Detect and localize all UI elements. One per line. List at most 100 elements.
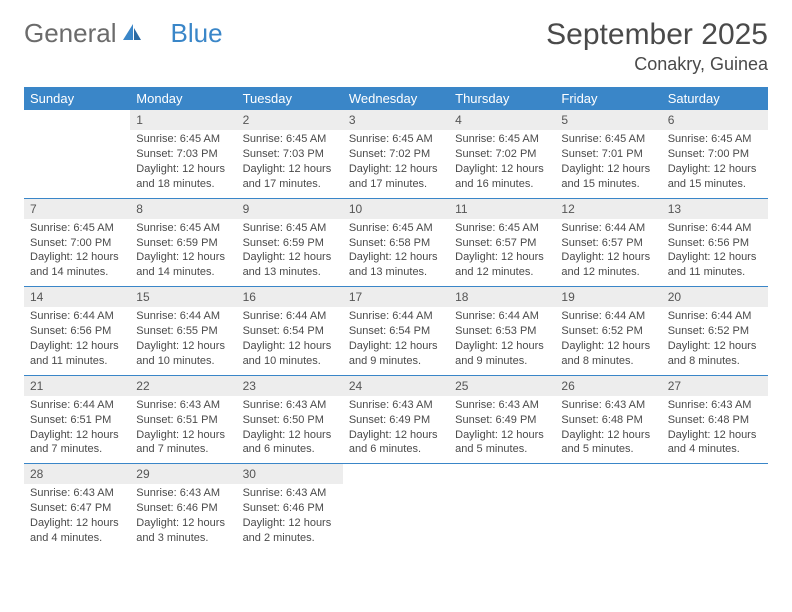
day-body: Sunrise: 6:44 AMSunset: 6:53 PMDaylight:…: [449, 307, 555, 374]
sunrise-text: Sunrise: 6:45 AM: [243, 221, 337, 236]
day-cell: 17Sunrise: 6:44 AMSunset: 6:54 PMDayligh…: [343, 287, 449, 375]
daylight-text: Daylight: 12 hours and 6 minutes.: [243, 428, 337, 458]
day-body: Sunrise: 6:43 AMSunset: 6:49 PMDaylight:…: [343, 396, 449, 463]
day-cell: [343, 464, 449, 552]
month-title: September 2025: [546, 18, 768, 52]
daylight-text: Daylight: 12 hours and 7 minutes.: [30, 428, 124, 458]
daylight-text: Daylight: 12 hours and 18 minutes.: [136, 162, 230, 192]
day-body: Sunrise: 6:45 AMSunset: 6:59 PMDaylight:…: [237, 219, 343, 286]
day-cell: 12Sunrise: 6:44 AMSunset: 6:57 PMDayligh…: [555, 199, 661, 287]
sunset-text: Sunset: 6:52 PM: [668, 324, 762, 339]
sunset-text: Sunset: 6:50 PM: [243, 413, 337, 428]
sunrise-text: Sunrise: 6:43 AM: [136, 486, 230, 501]
logo-text-1: General: [24, 18, 117, 49]
daylight-text: Daylight: 12 hours and 9 minutes.: [455, 339, 549, 369]
logo: General Blue: [24, 18, 223, 49]
sunset-text: Sunset: 7:00 PM: [30, 236, 124, 251]
day-body: Sunrise: 6:45 AMSunset: 7:03 PMDaylight:…: [130, 130, 236, 197]
day-body: Sunrise: 6:44 AMSunset: 6:51 PMDaylight:…: [24, 396, 130, 463]
weeks: 1Sunrise: 6:45 AMSunset: 7:03 PMDaylight…: [24, 110, 768, 552]
day-cell: 9Sunrise: 6:45 AMSunset: 6:59 PMDaylight…: [237, 199, 343, 287]
sunset-text: Sunset: 6:52 PM: [561, 324, 655, 339]
day-cell: 30Sunrise: 6:43 AMSunset: 6:46 PMDayligh…: [237, 464, 343, 552]
daylight-text: Daylight: 12 hours and 15 minutes.: [668, 162, 762, 192]
day-cell: 8Sunrise: 6:45 AMSunset: 6:59 PMDaylight…: [130, 199, 236, 287]
sunrise-text: Sunrise: 6:44 AM: [243, 309, 337, 324]
sunset-text: Sunset: 6:57 PM: [561, 236, 655, 251]
day-body: Sunrise: 6:45 AMSunset: 7:02 PMDaylight:…: [449, 130, 555, 197]
day-cell: 13Sunrise: 6:44 AMSunset: 6:56 PMDayligh…: [662, 199, 768, 287]
day-number: [662, 464, 768, 468]
day-cell: 6Sunrise: 6:45 AMSunset: 7:00 PMDaylight…: [662, 110, 768, 198]
daylight-text: Daylight: 12 hours and 13 minutes.: [349, 250, 443, 280]
sunset-text: Sunset: 6:58 PM: [349, 236, 443, 251]
day-number: 1: [130, 110, 236, 130]
daylight-text: Daylight: 12 hours and 16 minutes.: [455, 162, 549, 192]
daylight-text: Daylight: 12 hours and 8 minutes.: [668, 339, 762, 369]
daylight-text: Daylight: 12 hours and 14 minutes.: [30, 250, 124, 280]
day-cell: [555, 464, 661, 552]
daylight-text: Daylight: 12 hours and 11 minutes.: [668, 250, 762, 280]
day-body: Sunrise: 6:45 AMSunset: 6:57 PMDaylight:…: [449, 219, 555, 286]
weekday-row: SundayMondayTuesdayWednesdayThursdayFrid…: [24, 87, 768, 110]
sunset-text: Sunset: 6:51 PM: [30, 413, 124, 428]
day-cell: 26Sunrise: 6:43 AMSunset: 6:48 PMDayligh…: [555, 376, 661, 464]
sunrise-text: Sunrise: 6:43 AM: [455, 398, 549, 413]
daylight-text: Daylight: 12 hours and 10 minutes.: [136, 339, 230, 369]
sunrise-text: Sunrise: 6:43 AM: [30, 486, 124, 501]
day-cell: 11Sunrise: 6:45 AMSunset: 6:57 PMDayligh…: [449, 199, 555, 287]
header: General Blue September 2025 Conakry, Gui…: [24, 18, 768, 75]
day-number: 22: [130, 376, 236, 396]
sunset-text: Sunset: 6:46 PM: [136, 501, 230, 516]
day-cell: 7Sunrise: 6:45 AMSunset: 7:00 PMDaylight…: [24, 199, 130, 287]
day-body: Sunrise: 6:43 AMSunset: 6:47 PMDaylight:…: [24, 484, 130, 551]
day-number: 24: [343, 376, 449, 396]
day-body: Sunrise: 6:44 AMSunset: 6:56 PMDaylight:…: [662, 219, 768, 286]
daylight-text: Daylight: 12 hours and 4 minutes.: [30, 516, 124, 546]
sunset-text: Sunset: 6:56 PM: [30, 324, 124, 339]
sunset-text: Sunset: 6:46 PM: [243, 501, 337, 516]
day-body: Sunrise: 6:43 AMSunset: 6:48 PMDaylight:…: [555, 396, 661, 463]
day-cell: 18Sunrise: 6:44 AMSunset: 6:53 PMDayligh…: [449, 287, 555, 375]
daylight-text: Daylight: 12 hours and 12 minutes.: [455, 250, 549, 280]
daylight-text: Daylight: 12 hours and 13 minutes.: [243, 250, 337, 280]
day-number: 10: [343, 199, 449, 219]
sunrise-text: Sunrise: 6:44 AM: [349, 309, 443, 324]
daylight-text: Daylight: 12 hours and 6 minutes.: [349, 428, 443, 458]
sunrise-text: Sunrise: 6:43 AM: [136, 398, 230, 413]
day-body: Sunrise: 6:43 AMSunset: 6:51 PMDaylight:…: [130, 396, 236, 463]
daylight-text: Daylight: 12 hours and 8 minutes.: [561, 339, 655, 369]
day-number: 17: [343, 287, 449, 307]
weekday-tuesday: Tuesday: [237, 87, 343, 110]
sunset-text: Sunset: 6:55 PM: [136, 324, 230, 339]
sunset-text: Sunset: 6:53 PM: [455, 324, 549, 339]
day-body: Sunrise: 6:45 AMSunset: 6:58 PMDaylight:…: [343, 219, 449, 286]
sunset-text: Sunset: 7:00 PM: [668, 147, 762, 162]
day-number: 21: [24, 376, 130, 396]
sunset-text: Sunset: 6:47 PM: [30, 501, 124, 516]
day-body: Sunrise: 6:44 AMSunset: 6:52 PMDaylight:…: [662, 307, 768, 374]
sunset-text: Sunset: 7:02 PM: [349, 147, 443, 162]
day-body: Sunrise: 6:44 AMSunset: 6:52 PMDaylight:…: [555, 307, 661, 374]
day-cell: 28Sunrise: 6:43 AMSunset: 6:47 PMDayligh…: [24, 464, 130, 552]
sunrise-text: Sunrise: 6:44 AM: [30, 309, 124, 324]
calendar: SundayMondayTuesdayWednesdayThursdayFrid…: [24, 87, 768, 552]
sunrise-text: Sunrise: 6:44 AM: [668, 221, 762, 236]
day-number: 30: [237, 464, 343, 484]
day-number: 19: [555, 287, 661, 307]
sunrise-text: Sunrise: 6:45 AM: [136, 132, 230, 147]
day-number: [343, 464, 449, 468]
day-body: Sunrise: 6:45 AMSunset: 7:00 PMDaylight:…: [662, 130, 768, 197]
day-cell: 5Sunrise: 6:45 AMSunset: 7:01 PMDaylight…: [555, 110, 661, 198]
day-number: 29: [130, 464, 236, 484]
sunrise-text: Sunrise: 6:44 AM: [455, 309, 549, 324]
sunrise-text: Sunrise: 6:45 AM: [349, 221, 443, 236]
weekday-monday: Monday: [130, 87, 236, 110]
sunrise-text: Sunrise: 6:45 AM: [455, 132, 549, 147]
sunrise-text: Sunrise: 6:43 AM: [243, 398, 337, 413]
day-body: Sunrise: 6:44 AMSunset: 6:56 PMDaylight:…: [24, 307, 130, 374]
sunset-text: Sunset: 7:03 PM: [243, 147, 337, 162]
day-number: 12: [555, 199, 661, 219]
day-cell: 2Sunrise: 6:45 AMSunset: 7:03 PMDaylight…: [237, 110, 343, 198]
week-row: 7Sunrise: 6:45 AMSunset: 7:00 PMDaylight…: [24, 198, 768, 287]
